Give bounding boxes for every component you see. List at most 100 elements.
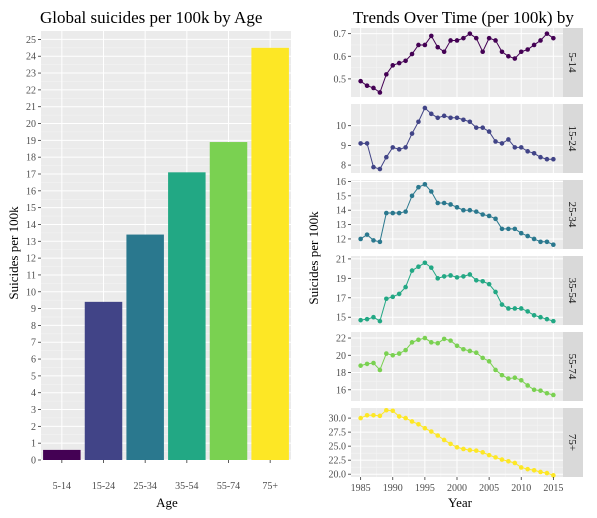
bar-35-54 xyxy=(168,172,206,461)
bar-chart-y-tick-label: 13 xyxy=(26,237,36,248)
data-point xyxy=(422,260,428,266)
data-point xyxy=(499,49,505,55)
data-point xyxy=(454,205,460,210)
data-point xyxy=(467,447,473,453)
facet-strip-label: 15-24 xyxy=(566,126,578,152)
data-point xyxy=(531,42,537,48)
data-point xyxy=(435,433,441,438)
data-point xyxy=(506,376,511,381)
data-point xyxy=(371,360,376,366)
data-point xyxy=(441,200,447,206)
bar-chart-y-tick-label: 7 xyxy=(31,338,36,349)
data-point xyxy=(493,367,498,373)
bar-55-74 xyxy=(209,142,248,461)
data-point xyxy=(454,38,460,43)
facet-y-tick-label: 30.0 xyxy=(329,414,347,425)
data-point xyxy=(390,352,396,358)
facet-strip-label: 35-54 xyxy=(566,278,578,304)
data-point xyxy=(429,189,434,194)
data-point xyxy=(518,306,524,311)
data-point xyxy=(493,455,498,460)
bar-chart-y-tick-label: 9 xyxy=(31,304,36,315)
data-point xyxy=(551,473,556,478)
data-point xyxy=(544,390,550,396)
data-point xyxy=(390,408,396,414)
facet-y-tick-label: 14 xyxy=(336,206,346,217)
trend-chart-x-tick-label: 2005 xyxy=(479,483,499,494)
facet-strip xyxy=(563,28,583,97)
data-point xyxy=(403,415,408,421)
data-point xyxy=(364,232,370,237)
data-point xyxy=(467,207,473,213)
data-point xyxy=(416,264,421,269)
bar-chart-y-ticks: 0123456789101112131415161718192021222324… xyxy=(26,35,41,467)
bar-chart-y-tick-label: 5 xyxy=(31,371,36,382)
bar-25-34 xyxy=(126,234,164,460)
facet-25-34: 12 13 14 15 16 25-34 xyxy=(336,177,583,249)
data-point xyxy=(396,147,402,152)
data-point xyxy=(538,469,543,475)
data-point xyxy=(493,38,498,43)
data-point xyxy=(384,407,389,413)
data-point xyxy=(409,419,415,424)
bar-chart-y-tick-label: 21 xyxy=(26,102,36,113)
data-point xyxy=(493,289,498,295)
data-point xyxy=(506,137,511,142)
bar-chart-y-axis-title: Suicides per 100k xyxy=(6,206,21,300)
facet-y-tick-label: 8 xyxy=(341,161,346,172)
data-point xyxy=(422,105,428,111)
data-point xyxy=(371,164,376,170)
data-point xyxy=(377,318,383,324)
data-point xyxy=(429,265,434,270)
facet-strip xyxy=(563,180,583,249)
data-point xyxy=(364,412,370,418)
data-point xyxy=(525,466,530,472)
bar-chart-bars xyxy=(43,47,289,461)
data-point xyxy=(390,210,396,216)
data-point xyxy=(403,347,408,353)
data-point xyxy=(493,139,498,144)
facet-strip xyxy=(563,408,583,477)
facet-y-tick-label: 17 xyxy=(336,293,346,304)
data-point xyxy=(518,378,524,383)
facet-strip-label: 25-34 xyxy=(566,202,578,228)
data-point xyxy=(486,359,492,364)
data-point xyxy=(371,314,376,320)
data-point xyxy=(467,31,473,36)
bar-chart-grid xyxy=(41,31,291,461)
data-point xyxy=(473,35,479,41)
data-point xyxy=(441,113,447,119)
data-point xyxy=(512,460,518,466)
data-point xyxy=(538,314,543,320)
data-point xyxy=(422,335,428,341)
data-point xyxy=(473,277,479,283)
data-point xyxy=(538,38,543,43)
bar-chart-x-ticks: 5-14 15-24 25-34 35-54 55-74 75+ xyxy=(53,460,278,492)
data-point xyxy=(409,193,415,199)
data-point xyxy=(551,318,556,324)
facet-15-24: 8 9 10 15-24 xyxy=(336,104,583,173)
data-point xyxy=(525,149,530,154)
data-point xyxy=(461,274,466,279)
data-point xyxy=(435,44,441,50)
facet-strip-label: 55-74 xyxy=(566,354,578,380)
facet-y-tick-label: 13 xyxy=(336,220,346,231)
data-point xyxy=(473,209,479,214)
data-point xyxy=(377,413,383,419)
data-point xyxy=(422,182,428,187)
data-point xyxy=(364,83,370,88)
data-point xyxy=(499,141,505,146)
bar-chart-y-tick-label: 24 xyxy=(26,52,36,63)
facet-y-tick-label: 27.5 xyxy=(329,428,347,439)
facet-y-tick-label: 0.5 xyxy=(334,74,347,85)
bar-chart-y-tick-label: 17 xyxy=(26,170,36,181)
data-point xyxy=(364,361,370,367)
data-point xyxy=(390,63,396,68)
facet-75+: 20.0 22.5 25.0 27.5 30.0 75+ xyxy=(329,407,583,481)
data-point xyxy=(403,58,408,64)
facet-y-tick-label: 0.6 xyxy=(334,52,347,63)
data-point xyxy=(512,375,518,381)
data-point xyxy=(416,42,421,48)
data-point xyxy=(499,226,505,232)
